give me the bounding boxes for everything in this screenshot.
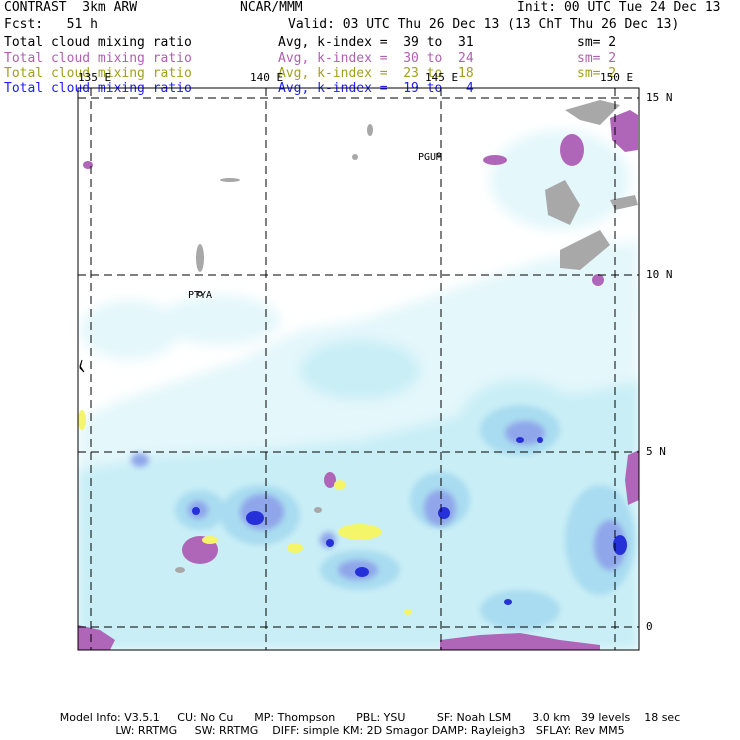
model-title: CONTRAST 3km ARW xyxy=(4,0,138,15)
lat-label-5: 5 N xyxy=(646,445,666,458)
model-info-line-2: LW: RRTMG SW: RRTMG DIFF: simple KM: 2D … xyxy=(115,724,625,737)
legend-field-1: Total cloud mixing ratio xyxy=(4,35,192,50)
legend-field-2: Total cloud mixing ratio xyxy=(4,51,192,66)
lat-lon-grid xyxy=(78,88,639,650)
legend-smooth-2: sm= 2 xyxy=(577,51,617,66)
purple-patches xyxy=(78,110,639,650)
lon-label-140: 140 E xyxy=(250,71,284,84)
blue-cloud-layer xyxy=(131,421,626,580)
gray-patches xyxy=(175,100,638,573)
station-marker-ptya xyxy=(197,291,203,297)
coastline-outline xyxy=(79,359,85,373)
legend-smooth-1: sm= 2 xyxy=(577,35,617,50)
core-cloud-layer xyxy=(192,437,627,605)
model-info-line-1: Model Info: V3.5.1 CU: No Cu MP: Thompso… xyxy=(59,711,681,724)
legend-range-3: Avg, k-index = 23 to 18 xyxy=(278,66,474,81)
init-time: Init: 00 UTC Tue 24 Dec 13 xyxy=(517,0,721,15)
cloud-field xyxy=(78,100,639,650)
lon-label-145: 145 E xyxy=(425,71,459,84)
legend-range-1: Avg, k-index = 39 to 31 xyxy=(278,35,474,50)
lon-label-135: 135 E xyxy=(78,71,112,84)
forecast-hour: Fcst: 51 h xyxy=(4,17,98,32)
center-name: NCAR/MMM xyxy=(240,0,303,15)
lat-label-0: 0 xyxy=(646,620,653,633)
station-label-pgum: PGUM xyxy=(418,152,443,163)
valid-time: Valid: 03 UTC Thu 26 Dec 13 (13 ChT Thu … xyxy=(288,17,680,32)
map-frame xyxy=(77,87,640,651)
lat-label-10: 10 N xyxy=(646,268,673,281)
legend-smooth-3: sm= 2 xyxy=(577,66,617,81)
yellow-patches xyxy=(78,410,412,615)
legend-field-3: Total cloud mixing ratio xyxy=(4,66,192,81)
legend-range-2: Avg, k-index = 30 to 24 xyxy=(278,51,474,66)
lon-label-150: 150 E xyxy=(600,71,634,84)
station-label-ptya: PTYA xyxy=(188,290,213,301)
lat-label-15: 15 N xyxy=(646,91,673,104)
station-marker-pgum xyxy=(436,152,442,158)
